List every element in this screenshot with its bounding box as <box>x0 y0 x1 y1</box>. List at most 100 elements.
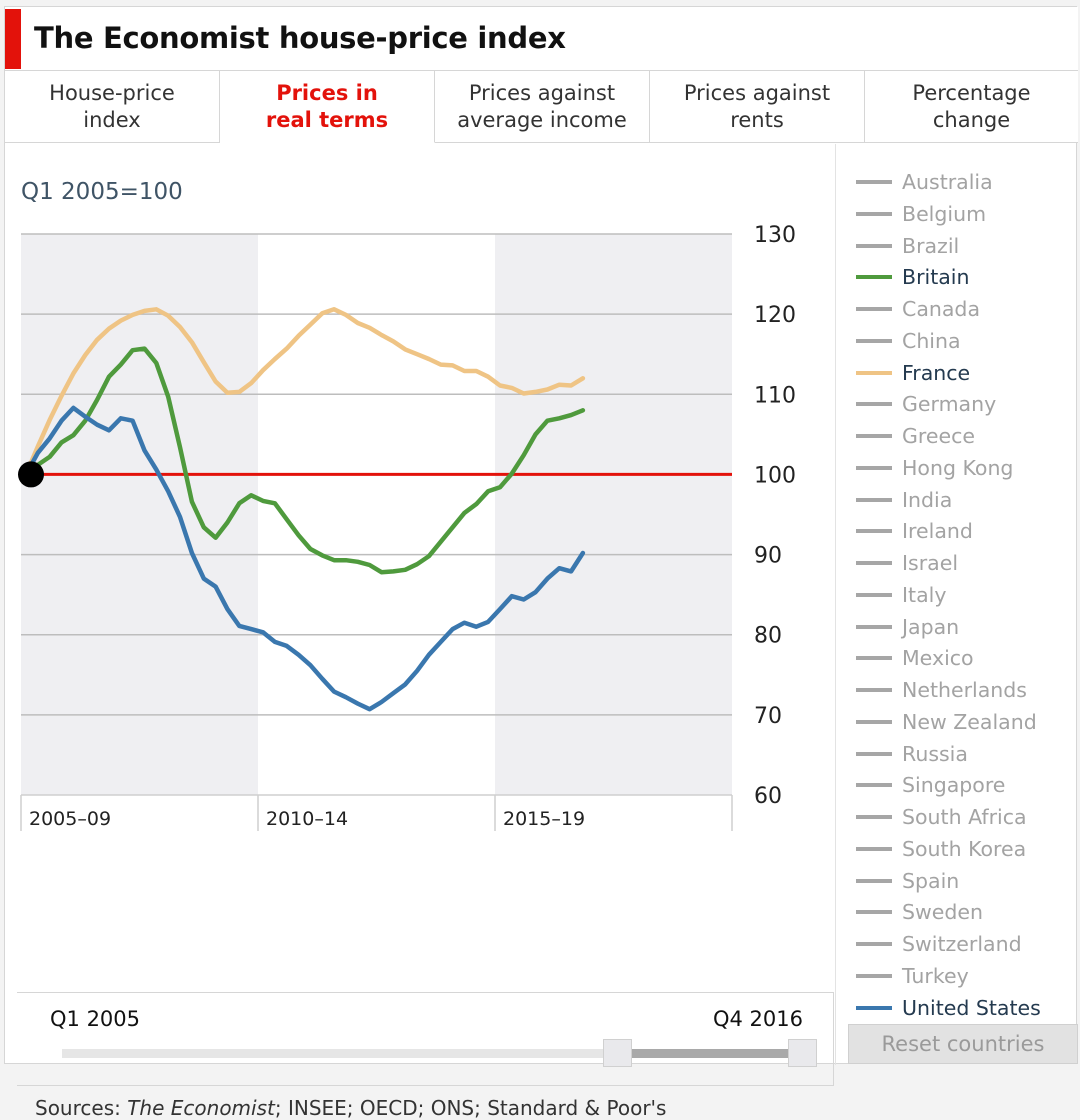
legend-label: New Zealand <box>902 709 1037 734</box>
legend-item-india[interactable]: India <box>856 485 952 515</box>
legend-label: Japan <box>902 614 960 639</box>
legend-line-icon <box>856 719 892 724</box>
legend-item-britain[interactable]: Britain <box>856 262 969 292</box>
y-tick-label: 120 <box>754 303 796 328</box>
legend-item-italy[interactable]: Italy <box>856 580 946 610</box>
legend-line-icon <box>856 370 892 375</box>
legend-label: Netherlands <box>902 678 1027 702</box>
series-line-britain <box>23 346 586 575</box>
legend-label: France <box>902 360 971 385</box>
legend-item-canada[interactable]: Canada <box>856 294 980 324</box>
series-line-france <box>23 307 586 477</box>
legend-item-russia[interactable]: Russia <box>856 739 968 769</box>
slider-selected-range[interactable] <box>631 1049 788 1058</box>
tab-prices-in-real-terms[interactable]: Prices in real terms <box>220 71 435 143</box>
chart-area: Q1 2005=100 2005–09 2010–14 2015–19 130 120 1… <box>5 144 835 1120</box>
legend-item-spain[interactable]: Spain <box>856 866 959 896</box>
x-tick-label: 2015–19 <box>503 808 585 830</box>
legend-line-icon <box>856 465 892 470</box>
legend-label: Turkey <box>902 963 969 988</box>
tab-prices-against-rents[interactable]: Prices against rents <box>650 71 865 143</box>
slider-end-label: Q4 2016 <box>712 1007 803 1031</box>
sources-rest: ; INSEE; OECD; ONS; Standard & Poor's <box>274 1096 667 1120</box>
legend-item-germany[interactable]: Germany <box>856 389 996 419</box>
legend-label: Mexico <box>902 646 974 671</box>
x-tick-label: 2010–14 <box>266 808 348 830</box>
legend-label: Canada <box>902 297 981 321</box>
legend-item-japan[interactable]: Japan <box>856 612 959 642</box>
legend-label: Italy <box>902 582 947 607</box>
legend-item-australia[interactable]: Australia <box>856 167 993 197</box>
legend-line-icon <box>856 180 892 184</box>
chart-title: The Economist house-price index <box>34 21 566 55</box>
legend-item-hong-kong[interactable]: Hong Kong <box>856 453 1013 483</box>
legend-label: Germany <box>902 392 997 417</box>
reset-countries-button[interactable]: Reset countries <box>848 1024 1078 1064</box>
legend-item-united-states[interactable]: United States <box>856 993 1041 1023</box>
legend-label: South Korea <box>902 836 1027 861</box>
legend-line-icon <box>856 942 892 946</box>
legend-item-belgium[interactable]: Belgium <box>856 199 986 229</box>
legend-label: Switzerland <box>902 932 1022 956</box>
sources-note: Sources: The Economist; INSEE; OECD; ONS… <box>35 1096 666 1120</box>
legend-item-israel[interactable]: Israel <box>856 548 958 578</box>
legend-item-france[interactable]: France <box>856 358 970 388</box>
legend-item-switzerland[interactable]: Switzerland <box>856 929 1022 959</box>
series-line-united-states <box>23 405 586 712</box>
legend-label: Brazil <box>902 233 960 258</box>
legend-item-south-africa[interactable]: South Africa <box>856 802 1027 832</box>
tab-bar: House-price index Prices in real terms P… <box>5 71 1078 143</box>
legend-line-icon <box>856 656 892 661</box>
legend-line-icon <box>856 910 892 915</box>
legend-line-icon <box>856 243 892 248</box>
legend-line-icon <box>856 624 892 629</box>
legend-item-netherlands[interactable]: Netherlands <box>856 675 1027 705</box>
legend-line-icon <box>856 751 892 756</box>
tab-house-price-index[interactable]: House-price index <box>5 71 220 143</box>
y-tick-label: 90 <box>754 544 782 569</box>
legend-label: Belgium <box>902 201 987 226</box>
legend-line-icon <box>856 1005 892 1010</box>
tab-percentage-change[interactable]: Percentage change <box>865 71 1078 143</box>
country-legend: Australia Belgium Brazil Britain Canada China… <box>835 144 1078 1065</box>
legend-line-icon <box>856 402 892 407</box>
legend-item-brazil[interactable]: Brazil <box>856 231 959 261</box>
legend-label: Sweden <box>902 900 984 925</box>
slider-start-label: Q1 2005 <box>50 1007 141 1031</box>
legend-label: India <box>902 487 953 512</box>
legend-item-turkey[interactable]: Turkey <box>856 961 969 991</box>
legend-label: Australia <box>902 170 993 194</box>
slider-handle-end[interactable] <box>788 1039 817 1067</box>
legend-line-icon <box>856 973 892 978</box>
legend-line-icon <box>856 878 892 883</box>
y-tick-label: 100 <box>754 463 796 488</box>
legend-item-china[interactable]: China <box>856 326 961 356</box>
legend-line-icon <box>856 529 892 534</box>
period-band <box>495 234 732 795</box>
legend-item-mexico[interactable]: Mexico <box>856 643 974 673</box>
chart-widget: The Economist house-price index House-pr… <box>4 6 1078 1120</box>
legend-item-south-korea[interactable]: South Korea <box>856 834 1026 864</box>
legend-line-icon <box>856 338 892 343</box>
legend-item-greece[interactable]: Greece <box>856 421 975 451</box>
legend-line-icon <box>856 846 892 851</box>
y-tick-label: 70 <box>754 704 782 729</box>
legend-item-sweden[interactable]: Sweden <box>856 897 983 927</box>
legend-item-ireland[interactable]: Ireland <box>856 516 973 546</box>
legend-label: Ireland <box>902 519 973 544</box>
sources-prefix: Sources: <box>35 1096 128 1120</box>
y-tick-label: 110 <box>754 383 796 408</box>
slider-track[interactable] <box>62 1049 802 1058</box>
y-tick-label: 130 <box>754 223 796 248</box>
legend-label: United States <box>902 995 1041 1020</box>
title-bar: The Economist house-price index <box>5 7 1078 71</box>
title-accent-bar <box>5 9 21 69</box>
tab-prices-against-average-income[interactable]: Prices against average income <box>435 71 650 143</box>
legend-item-new-zealand[interactable]: New Zealand <box>856 707 1037 737</box>
line-chart: 2005–09 2010–14 2015–19 130 120 110 100 90 80 70 6… <box>18 223 796 831</box>
legend-label: Spain <box>902 868 960 893</box>
legend-line-icon <box>856 688 892 692</box>
slider-handle-start[interactable] <box>603 1039 632 1067</box>
legend-item-singapore[interactable]: Singapore <box>856 770 1005 800</box>
unit-label: Q1 2005=100 <box>21 179 183 205</box>
